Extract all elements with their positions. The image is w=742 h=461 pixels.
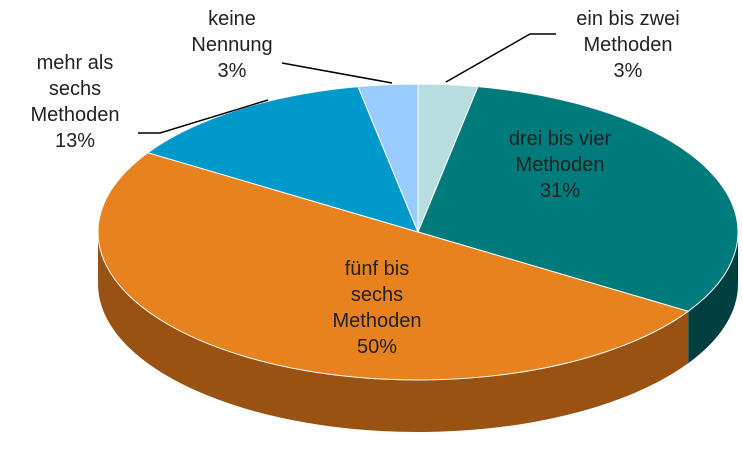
category-label: ein bis zwei Methoden (576, 8, 680, 56)
category-label: fünf bis sechs Methoden (332, 258, 422, 332)
slice-label: ein bis zwei Methoden 3% (548, 6, 708, 84)
leader-line (281, 62, 393, 84)
value-label: 13% (54, 130, 96, 152)
slice-label: keine Nennung 3% (177, 6, 287, 84)
slice-label: mehr als sechs Methoden 13% (25, 50, 125, 154)
category-label: drei bis vier Methoden (508, 128, 612, 176)
slice (357, 83, 419, 233)
leader-line (138, 99, 269, 134)
leader-line (445, 33, 556, 83)
slice-side (688, 232, 738, 364)
category-label: mehr als sechs Methoden (30, 52, 120, 126)
slice-label: drei bis vier Methoden 31% (480, 126, 640, 204)
value-label: 3% (217, 60, 247, 82)
category-label: keine Nennung (191, 8, 273, 56)
slice-side (98, 232, 689, 433)
slice (97, 152, 690, 381)
value-label: 3% (613, 60, 643, 82)
value-label: 50% (356, 336, 398, 358)
slice-label: fünf bis sechs Methoden 50% (327, 256, 427, 360)
value-label: 31% (539, 180, 581, 202)
